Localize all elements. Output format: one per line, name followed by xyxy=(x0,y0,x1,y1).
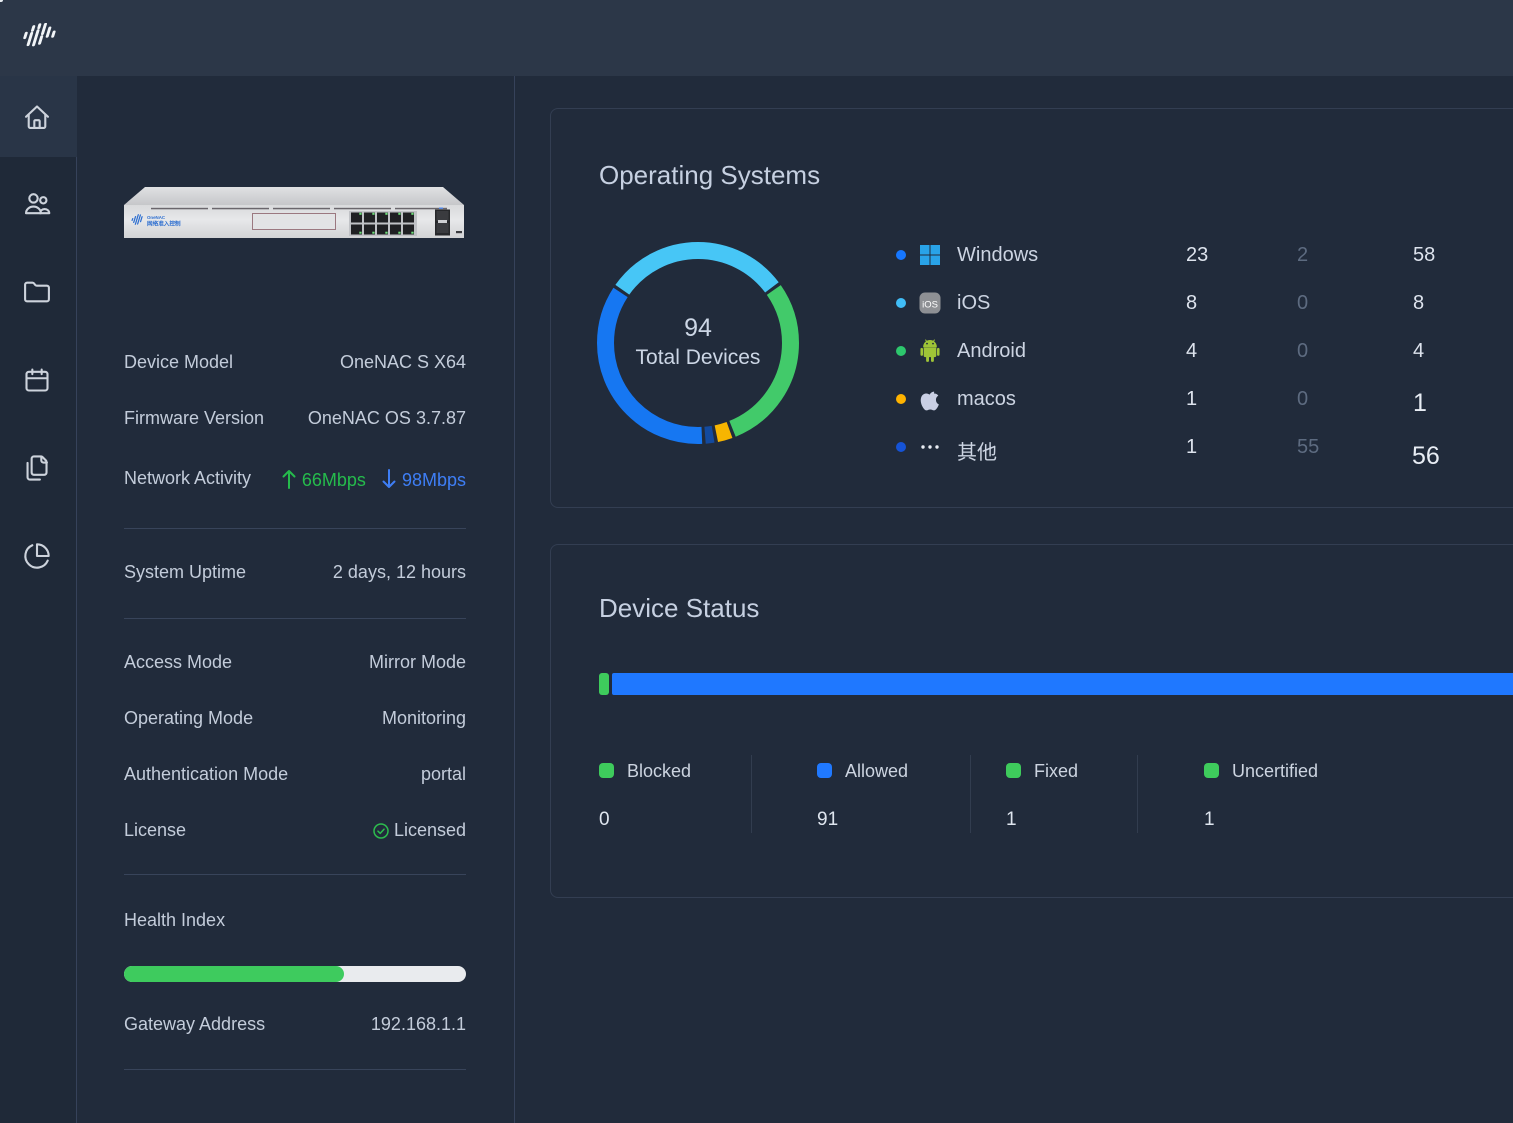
svg-text:iOS: iOS xyxy=(922,299,938,310)
svg-text:OneNAC: OneNAC xyxy=(147,215,166,220)
svg-text:94: 94 xyxy=(684,314,712,342)
svg-text:Total Devices: Total Devices xyxy=(636,346,761,369)
svg-text:网络准入控制: 网络准入控制 xyxy=(147,220,181,228)
